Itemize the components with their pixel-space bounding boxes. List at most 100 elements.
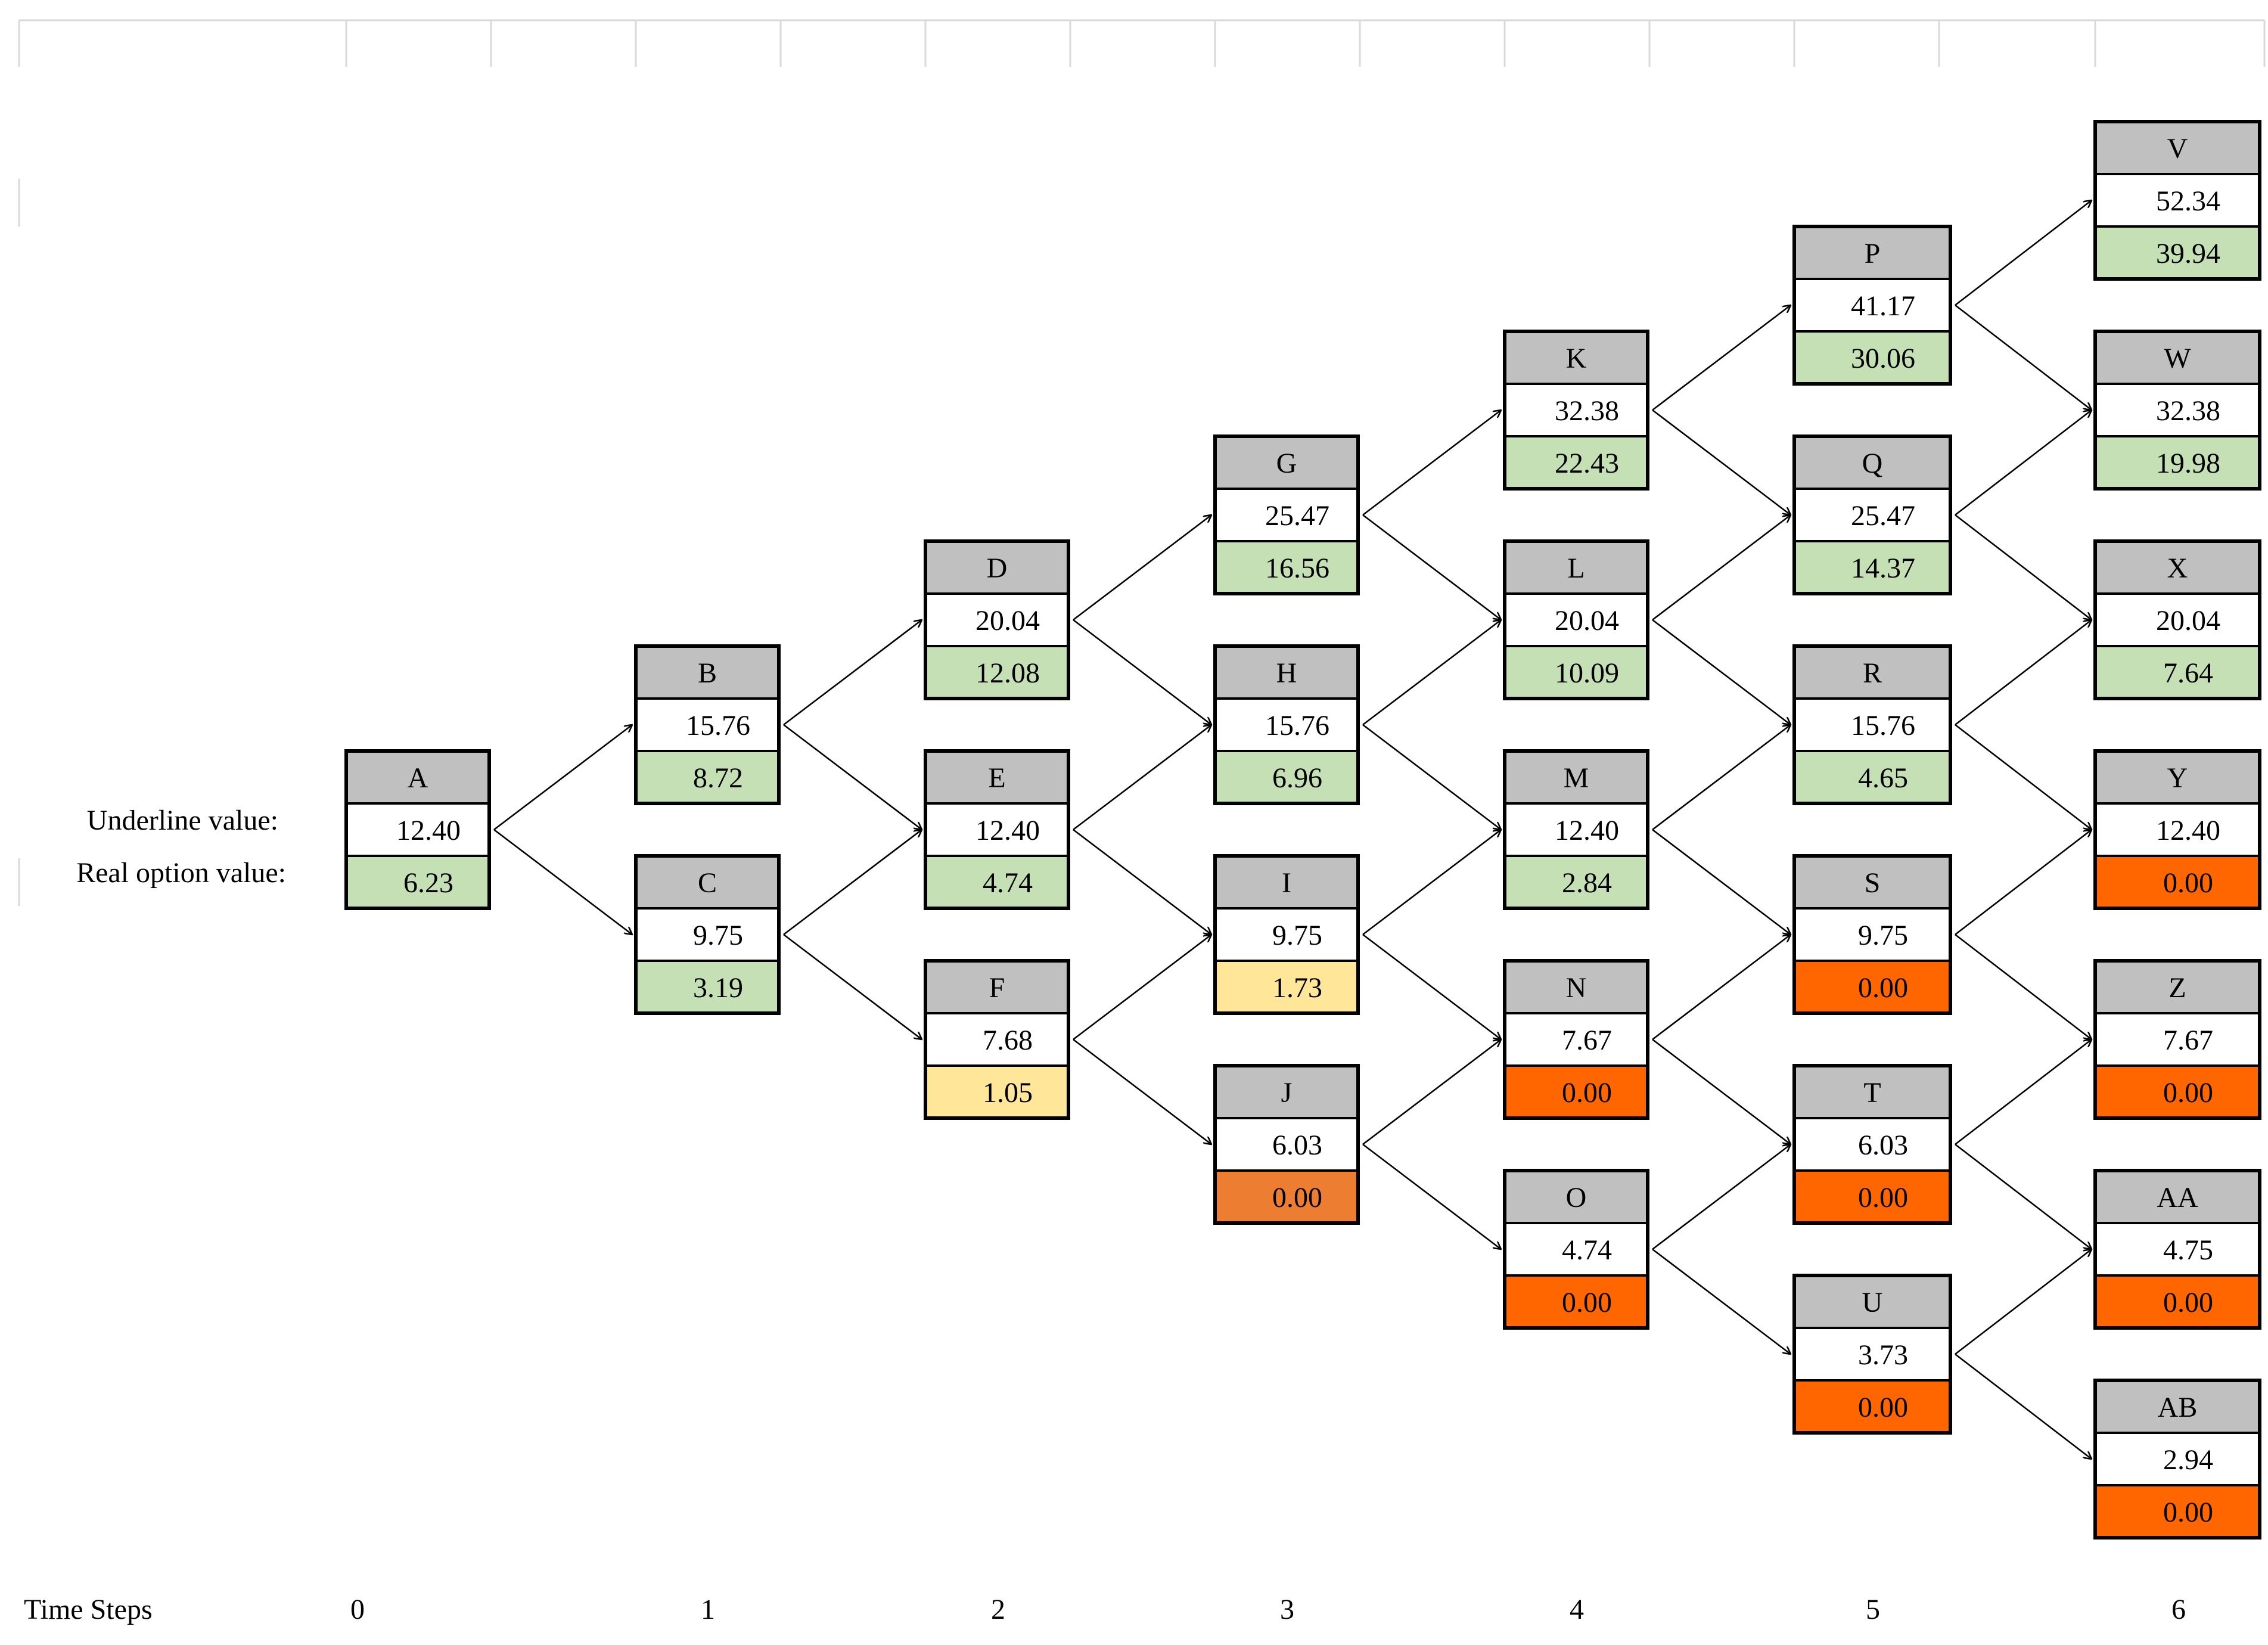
edge-u-to-aa: [1955, 1249, 2092, 1355]
edge-r-to-y: [1955, 724, 2092, 830]
node-ab-underline-value-cell: [2095, 1433, 2260, 1485]
node-a-label: A: [408, 762, 428, 794]
node-o-underline-value: 4.74: [1562, 1234, 1612, 1266]
edge-l-to-r: [1652, 619, 1791, 725]
node-w-label: W: [2164, 343, 2191, 374]
node-z-option-value-cell: [2095, 1066, 2260, 1118]
node-i-label-cell: [1215, 856, 1358, 908]
node-aa-option-value-cell: [2095, 1275, 2260, 1328]
node-r-option-value-cell: [1794, 751, 1950, 803]
edge-p-to-v: [1955, 200, 2092, 306]
node-aa-label: AA: [2157, 1182, 2198, 1213]
node-h-option-value-cell: [1215, 751, 1358, 803]
node-g-underline-value-cell: [1215, 489, 1358, 541]
node-z-border: [2093, 959, 2261, 1120]
edge-f-to-j: [1073, 1038, 1211, 1144]
time-step-axis: 0 1 2 3 4 5 6: [350, 1594, 2186, 1625]
node-v-border: [2093, 120, 2261, 281]
node-i-border: [1213, 854, 1360, 1015]
node-m: M 12.40 2.84: [1503, 749, 1649, 910]
node-o-label: O: [1566, 1182, 1587, 1213]
edge-c-to-f: [783, 933, 922, 1039]
node-k-border: [1503, 330, 1649, 491]
time-step-3: 3: [1280, 1594, 1294, 1625]
node-j-underline-value: 6.03: [1272, 1129, 1322, 1161]
edge-s-to-y: [1955, 830, 2092, 936]
node-k-underline-value: 32.38: [1555, 395, 1619, 427]
node-q-label-cell: [1794, 436, 1950, 489]
edge-r-to-x: [1955, 620, 2092, 726]
node-l-underline-value: 20.04: [1555, 605, 1619, 637]
node-v-underline-value-cell: [2095, 174, 2260, 226]
node-z-option-value: 0.00: [2163, 1077, 2213, 1109]
node-n-underline-value-cell: [1505, 1013, 1648, 1066]
node-k-label-cell: [1505, 331, 1648, 384]
node-a: A 12.40 6.23: [344, 749, 491, 910]
node-w-option-value: 19.98: [2156, 448, 2220, 479]
node-m-label: M: [1564, 762, 1589, 794]
node-k-underline-value-cell: [1505, 384, 1648, 436]
node-c: C 9.75 3.19: [634, 854, 781, 1015]
node-o: O 4.74 0.00: [1503, 1169, 1649, 1330]
node-r-label-cell: [1794, 646, 1950, 699]
node-u-option-value: 0.00: [1858, 1392, 1908, 1423]
edge-e-to-h: [1073, 725, 1211, 831]
node-p-option-value: 30.06: [1851, 343, 1915, 374]
edge-j-to-o: [1362, 1143, 1501, 1249]
spreadsheet-gridlines: [18, 19, 2266, 906]
time-step-1: 1: [701, 1594, 715, 1625]
node-d-option-value: 12.08: [975, 657, 1040, 689]
real-option-value-label: Real option value:: [76, 857, 286, 889]
node-k: K 32.38 22.43: [1503, 330, 1649, 491]
node-l-underline-value-cell: [1505, 594, 1648, 646]
node-ab-option-value-cell: [2095, 1485, 2260, 1538]
node-r-label: R: [1863, 657, 1882, 689]
node-s-label-cell: [1794, 856, 1950, 908]
node-v-underline-value: 52.34: [2156, 185, 2220, 217]
node-q-option-value-cell: [1794, 541, 1950, 594]
node-r: R 15.76 4.65: [1792, 644, 1952, 805]
node-aa-border: [2093, 1169, 2261, 1330]
time-step-6: 6: [2171, 1594, 2186, 1625]
node-g-option-value: 16.56: [1265, 553, 1329, 584]
node-j-option-value-cell: [1215, 1171, 1358, 1223]
node-x-label-cell: [2095, 541, 2260, 594]
tree-nodes: A 12.40 6.23 B 15.76 8.72 C 9.75 3.19 D 20.04 12.08…: [344, 120, 2261, 1540]
node-i-underline-value-cell: [1215, 908, 1358, 961]
node-l-option-value: 10.09: [1555, 657, 1619, 689]
node-z-label-cell: [2095, 961, 2260, 1013]
node-ab-option-value: 0.00: [2163, 1497, 2213, 1528]
node-e-label-cell: [925, 751, 1068, 803]
node-a-underline-value: 12.40: [396, 815, 461, 846]
node-g-underline-value: 25.47: [1265, 500, 1329, 532]
node-aa-option-value: 0.00: [2163, 1287, 2213, 1318]
node-f: F 7.68 1.05: [924, 959, 1070, 1120]
node-a-option-value-cell: [346, 856, 489, 908]
node-k-option-value: 22.43: [1555, 448, 1619, 479]
node-t: T 6.03 0.00: [1792, 1064, 1952, 1225]
node-s-option-value-cell: [1794, 961, 1950, 1013]
edge-i-to-m: [1362, 830, 1501, 936]
node-d-option-value-cell: [925, 646, 1068, 699]
node-e-option-value-cell: [925, 856, 1068, 908]
node-o-option-value-cell: [1505, 1275, 1648, 1328]
node-j-label-cell: [1215, 1066, 1358, 1118]
node-t-option-value: 0.00: [1858, 1182, 1908, 1213]
node-s-border: [1792, 854, 1952, 1015]
tree-edges: [493, 200, 2092, 1459]
node-w-option-value-cell: [2095, 436, 2260, 489]
node-e: E 12.40 4.74: [924, 749, 1070, 910]
node-l-border: [1503, 539, 1649, 700]
node-d-label: D: [987, 553, 1008, 584]
node-n-border: [1503, 959, 1649, 1120]
node-z-underline-value: 7.67: [2163, 1025, 2213, 1056]
node-c-label-cell: [636, 856, 779, 908]
node-e-underline-value: 12.40: [975, 815, 1040, 846]
edge-g-to-l: [1362, 514, 1501, 620]
edge-c-to-e: [783, 830, 922, 936]
node-j: J 6.03 0.00: [1213, 1064, 1360, 1225]
edge-k-to-q: [1652, 409, 1791, 515]
node-j-underline-value-cell: [1215, 1118, 1358, 1171]
node-o-border: [1503, 1169, 1649, 1330]
